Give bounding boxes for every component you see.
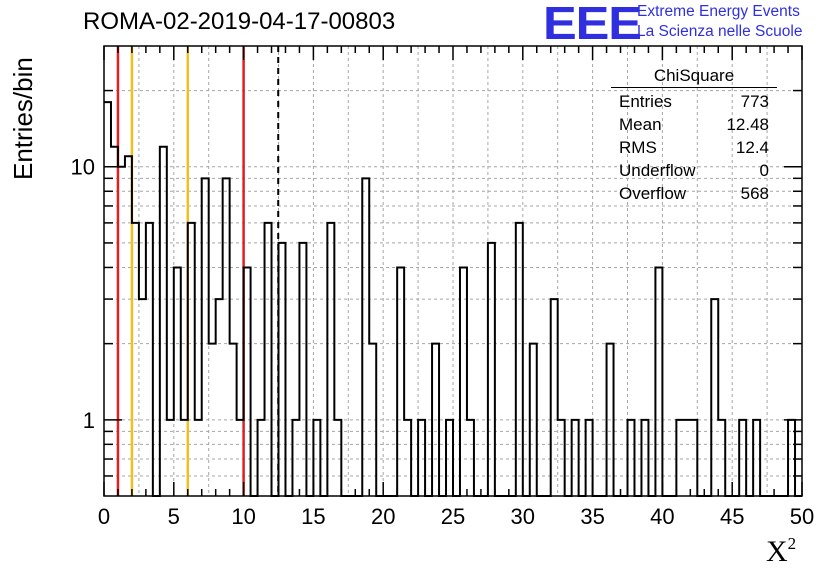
x-tick-label: 35 — [580, 504, 604, 529]
x-tick-label: 25 — [441, 504, 465, 529]
x-tick-label: 5 — [168, 504, 180, 529]
x-tick-label: 50 — [790, 504, 814, 529]
stats-row-entries: Entries 773 — [611, 90, 777, 113]
logo-line-2: La Scienza nelle Scuole — [637, 23, 803, 40]
stats-label: Overflow — [619, 184, 687, 203]
x-tick-label: 10 — [231, 504, 255, 529]
x-tick-label: 20 — [371, 504, 395, 529]
stats-value: 12.4 — [735, 138, 769, 157]
stats-row-underflow: Underflow 0 — [611, 159, 777, 182]
stats-row-overflow: Overflow 568 — [611, 182, 777, 205]
stats-value: 773 — [740, 92, 769, 111]
x-tick-label: 0 — [98, 504, 110, 529]
logo-line-1: Extreme Energy Events — [637, 3, 800, 20]
axis-ticks — [103, 46, 803, 496]
x-tick-label: 15 — [301, 504, 325, 529]
stats-value: 568 — [740, 184, 769, 203]
stats-value: 12.48 — [726, 115, 769, 134]
x-tick-label: 30 — [511, 504, 535, 529]
axis-tick-labels: 0 5 10 15 20 25 30 35 40 45 50 1 10 — [71, 155, 815, 529]
stats-box: ChiSquare Entries 773 Mean 12.48 RMS 12.4 U… — [611, 66, 777, 205]
stats-label: Underflow — [619, 161, 696, 180]
x-axis-label: X2 — [766, 534, 797, 568]
x-tick-label: 45 — [720, 504, 744, 529]
y-tick-label: 10 — [71, 155, 95, 180]
y-tick-label: 1 — [83, 408, 95, 433]
eee-logo: EEE — [543, 0, 642, 49]
y-axis-label: Entries/bin — [8, 57, 38, 180]
stats-label: RMS — [619, 138, 657, 157]
stats-label: Entries — [619, 92, 672, 111]
stats-row-mean: Mean 12.48 — [611, 113, 777, 136]
chart-title: ROMA-02-2019-04-17-00803 — [83, 8, 396, 35]
reference-lines — [116, 46, 280, 496]
stats-label: Mean — [619, 115, 662, 134]
stats-value: 0 — [759, 161, 769, 180]
x-tick-label: 40 — [650, 504, 674, 529]
stats-title: ChiSquare — [611, 66, 777, 88]
stats-row-rms: RMS 12.4 — [611, 136, 777, 159]
